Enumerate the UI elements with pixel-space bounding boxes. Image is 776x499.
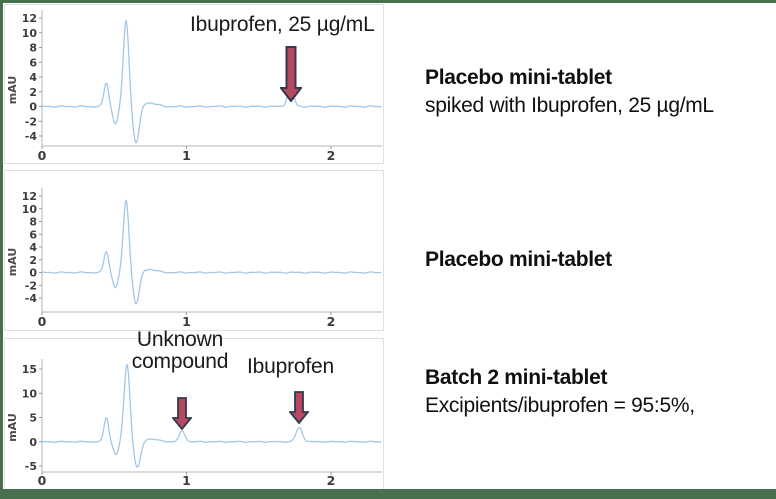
- caption-title: Placebo mini-tablet: [425, 248, 612, 271]
- svg-text:0: 0: [29, 101, 37, 114]
- caption-placebo: Placebo mini-tablet: [425, 246, 612, 274]
- svg-text:2: 2: [327, 148, 336, 163]
- svg-text:2: 2: [29, 254, 37, 267]
- frame-top-border: [0, 0, 776, 3]
- svg-text:mAU: mAU: [6, 76, 19, 105]
- annotation-unknown-line1: Unknown: [136, 328, 224, 351]
- svg-text:-5: -5: [25, 460, 37, 473]
- caption-subtitle: spiked with Ibuprofen, 25 µg/mL: [425, 94, 714, 117]
- svg-text:mAU: mAU: [6, 248, 19, 277]
- frame-left-border: [0, 0, 3, 499]
- frame-bottom-band: [0, 489, 776, 499]
- svg-text:10: 10: [22, 387, 38, 400]
- svg-text:mAU: mAU: [6, 413, 19, 442]
- svg-text:8: 8: [29, 42, 37, 55]
- down-arrow-icon: [172, 397, 192, 430]
- svg-text:12: 12: [22, 190, 37, 203]
- annotation-unknown-compound: Unknown compound: [108, 329, 252, 373]
- caption-subtitle: Excipients/ibuprofen = 95:5%,: [425, 394, 695, 417]
- caption-spiked-placebo: Placebo mini-tablet spiked with Ibuprofe…: [425, 64, 714, 120]
- svg-text:6: 6: [29, 228, 37, 241]
- chromatogram-panel-spiked-placebo: 12 10 8 6 4 2 0 -2 -4 0 1 2 mAU: [4, 4, 384, 164]
- down-arrow-icon: [280, 46, 302, 102]
- svg-text:12: 12: [22, 12, 37, 25]
- caption-batch2: Batch 2 mini-tablet Excipients/ibuprofen…: [425, 364, 695, 420]
- svg-text:10: 10: [22, 27, 38, 40]
- svg-text:5: 5: [29, 412, 37, 425]
- svg-text:4: 4: [29, 241, 37, 254]
- svg-text:10: 10: [22, 203, 38, 216]
- svg-text:15: 15: [22, 363, 37, 376]
- svg-text:0: 0: [29, 436, 37, 449]
- chromatogram-panel-batch2: 15 10 5 0 -5 0 1 2 mAU: [4, 338, 384, 489]
- svg-text:-4: -4: [25, 130, 38, 143]
- svg-text:0: 0: [38, 473, 47, 488]
- annotation-ibuprofen-batch2: Ibuprofen: [247, 355, 334, 378]
- chromatogram-panel-placebo: 12 10 8 6 4 2 0 -2 -4 0 1 2 mAU: [4, 170, 384, 331]
- caption-title: Batch 2 mini-tablet: [425, 366, 608, 389]
- annotation-unknown-line2: compound: [131, 350, 229, 373]
- svg-text:-2: -2: [25, 115, 37, 128]
- svg-text:4: 4: [29, 71, 37, 84]
- svg-text:1: 1: [182, 148, 191, 163]
- svg-text:-4: -4: [25, 292, 38, 305]
- svg-text:1: 1: [182, 314, 191, 329]
- svg-text:0: 0: [38, 314, 47, 329]
- caption-title: Placebo mini-tablet: [425, 66, 612, 89]
- svg-text:6: 6: [29, 56, 37, 69]
- svg-text:2: 2: [29, 86, 37, 99]
- svg-text:0: 0: [38, 148, 47, 163]
- svg-text:2: 2: [327, 473, 336, 488]
- svg-text:1: 1: [182, 473, 191, 488]
- down-arrow-icon: [289, 391, 309, 424]
- svg-text:0: 0: [29, 267, 37, 280]
- svg-text:8: 8: [29, 216, 37, 229]
- annotation-ibuprofen-spiked: Ibuprofen, 25 µg/mL: [190, 13, 375, 36]
- svg-text:-2: -2: [25, 279, 37, 292]
- svg-text:2: 2: [327, 314, 336, 329]
